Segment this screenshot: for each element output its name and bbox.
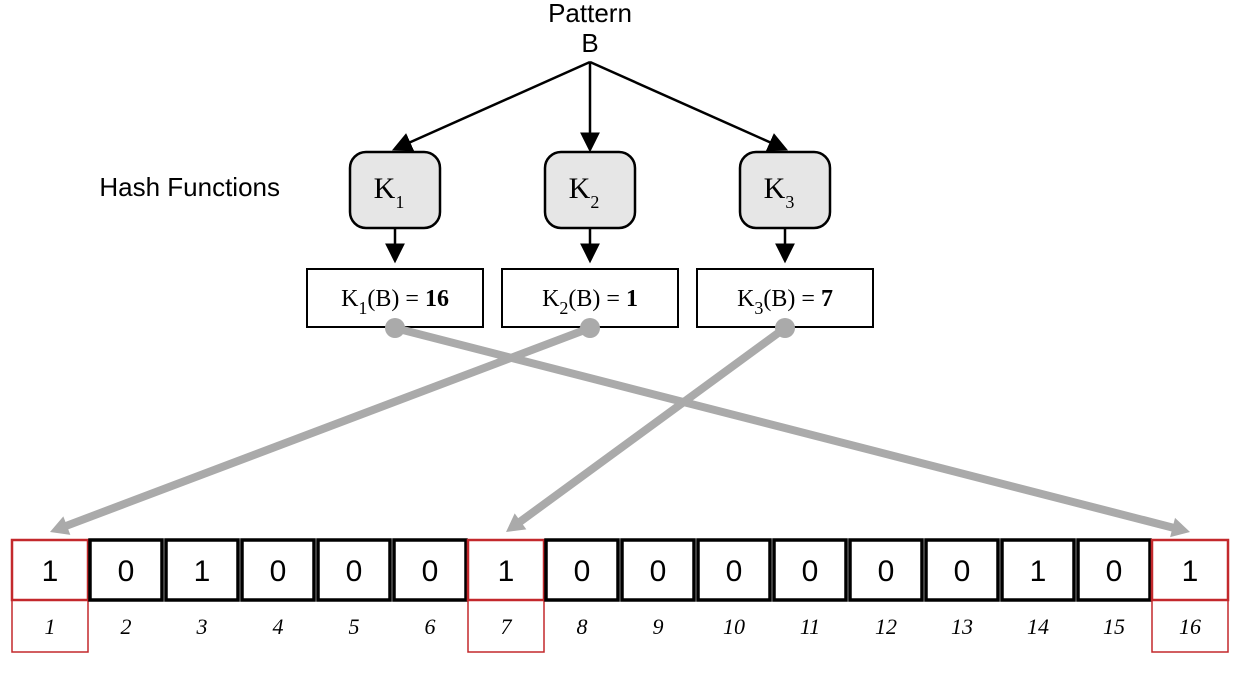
bit-cell-value: 0	[726, 555, 743, 588]
pattern-title-1: Pattern	[548, 0, 632, 28]
bit-index: 15	[1103, 614, 1125, 639]
bit-index: 8	[577, 614, 588, 639]
bit-cell-value: 0	[270, 555, 287, 588]
bit-cell-value: 1	[42, 555, 59, 588]
pointer-arrow	[506, 318, 795, 532]
bit-index: 7	[501, 614, 513, 639]
bit-index: 2	[121, 614, 132, 639]
bit-cell-value: 0	[650, 555, 667, 588]
branch-lines	[395, 62, 785, 149]
bit-cell-10: 0 10	[698, 540, 770, 639]
bit-cell-1: 11	[12, 540, 88, 652]
bit-cell-16: 1 16	[1152, 540, 1228, 652]
bit-cell-5: 05	[318, 540, 390, 639]
bit-cell-value: 0	[422, 555, 439, 588]
bit-cell-7: 17	[468, 540, 544, 652]
hash-node-K2: K2	[545, 152, 635, 260]
hash-node-K3: K3	[740, 152, 830, 260]
bit-index: 6	[425, 614, 436, 639]
branch-line	[395, 62, 590, 149]
bit-cell-value: 1	[498, 555, 515, 588]
bit-cell-8: 08	[546, 540, 618, 639]
bit-index: 9	[653, 614, 664, 639]
bit-cell-value: 1	[194, 555, 211, 588]
bit-cell-6: 06	[394, 540, 466, 639]
bit-cell-value: 0	[954, 555, 971, 588]
pointer-arrows	[50, 318, 1190, 537]
bit-cell-value: 0	[118, 555, 135, 588]
bit-cell-3: 13	[166, 540, 238, 639]
bit-cell-2: 02	[90, 540, 162, 639]
bit-index: 14	[1027, 614, 1049, 639]
bit-array: 110213040506170809010011012013114015116	[12, 540, 1228, 652]
hash-functions-label: Hash Functions	[99, 172, 280, 202]
bit-index: 12	[875, 614, 897, 639]
bit-cell-value: 0	[574, 555, 591, 588]
bit-index: 11	[800, 614, 820, 639]
bit-cell-value: 0	[1106, 555, 1123, 588]
bit-cell-value: 0	[878, 555, 895, 588]
bloom-filter-diagram: Pattern B Hash Functions K1K2K3 K1(B) = …	[0, 0, 1240, 693]
bit-cell-value: 0	[346, 555, 363, 588]
bit-cell-13: 0 13	[926, 540, 998, 639]
bit-cell-12: 0 12	[850, 540, 922, 639]
bit-index: 1	[45, 614, 56, 639]
bit-cell-value: 1	[1182, 555, 1199, 588]
pattern-title-2: B	[581, 28, 598, 58]
pointer-arrow	[385, 318, 1190, 537]
bit-index: 3	[196, 614, 208, 639]
branch-line	[590, 62, 785, 149]
hash-node-K1: K1	[350, 152, 440, 260]
bit-cell-value: 1	[1030, 555, 1047, 588]
bit-cell-11: 0 11	[774, 540, 846, 639]
bit-index: 5	[349, 614, 360, 639]
bit-index: 10	[723, 614, 745, 639]
pointer-arrow	[50, 318, 600, 535]
bit-cell-value: 0	[802, 555, 819, 588]
bit-index: 13	[951, 614, 973, 639]
bit-index: 4	[273, 614, 284, 639]
bit-cell-15: 0 15	[1078, 540, 1150, 639]
bit-cell-4: 04	[242, 540, 314, 639]
hash-function-nodes: K1 K2 K3	[350, 152, 830, 260]
bit-index: 16	[1179, 614, 1201, 639]
bit-cell-14: 1 14	[1002, 540, 1074, 639]
bit-cell-9: 09	[622, 540, 694, 639]
